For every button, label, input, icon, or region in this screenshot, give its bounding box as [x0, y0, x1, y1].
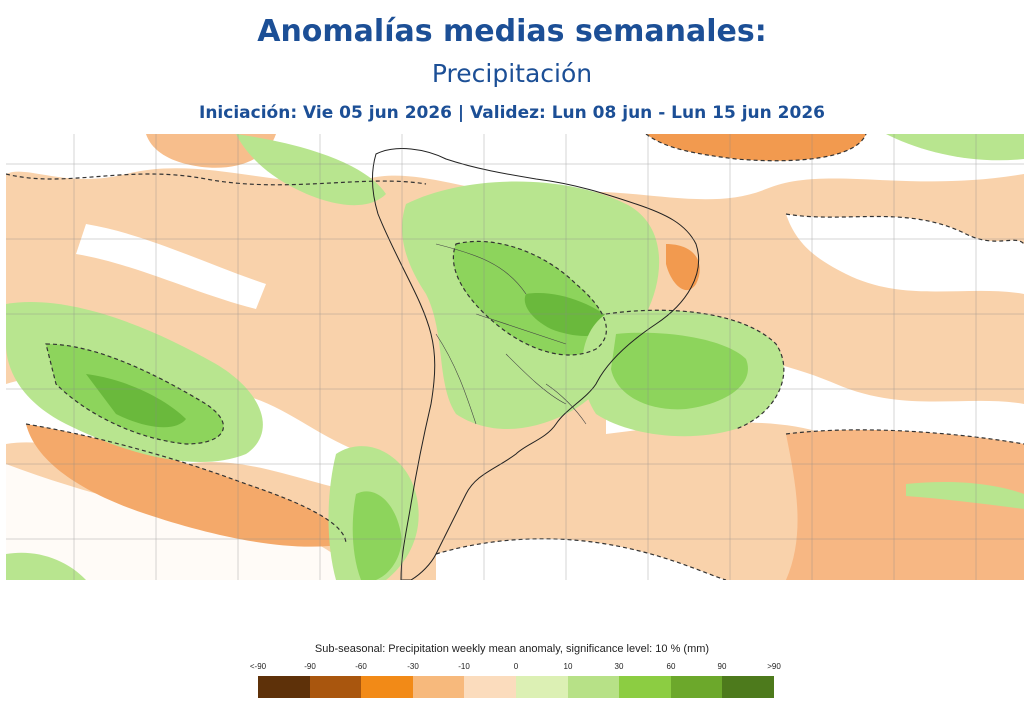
legend-swatch: [670, 676, 723, 698]
precipitation-anomaly-map: [6, 134, 1024, 580]
legend-labels: <-90 -90 -60 -30 -10 0 10 30 60 90 >90: [0, 662, 1024, 674]
legend-label: 90: [717, 662, 727, 671]
legend-label: 30: [614, 662, 624, 671]
legend-title: Sub-seasonal: Precipitation weekly mean …: [314, 643, 710, 655]
legend-swatch: [515, 676, 568, 698]
legend-swatch: [464, 676, 516, 698]
legend-color-bar: [258, 676, 774, 698]
legend-label: 60: [666, 662, 676, 671]
validity-dates: Iniciación: Vie 05 jun 2026 | Validez: L…: [199, 103, 825, 123]
legend-swatch: [567, 676, 620, 698]
legend-label: >90: [767, 662, 781, 671]
country-borders: [435, 243, 587, 425]
legend-label: -30: [407, 662, 419, 671]
legend-label: 10: [563, 662, 573, 671]
map-subtitle: Precipitación: [431, 59, 593, 88]
map-title: Anomalías medias semanales:: [257, 14, 767, 49]
legend-swatch: [361, 676, 413, 698]
legend-label: -90: [304, 662, 316, 671]
legend-label: -60: [355, 662, 367, 671]
map-grid: [6, 134, 1024, 580]
dry-anomaly-areas: [26, 134, 1024, 580]
significance-contours: [6, 134, 1024, 580]
legend-swatch: [309, 676, 362, 698]
legend-swatch: [722, 676, 774, 698]
wet-anomaly-areas: [6, 134, 1024, 580]
legend-label: <-90: [249, 662, 267, 671]
legend-label: -10: [458, 662, 470, 671]
legend-swatch: [412, 676, 465, 698]
legend-label: 0: [513, 662, 519, 671]
legend-swatch: [258, 676, 310, 698]
south-america-outline: [371, 148, 700, 580]
legend-swatch: [619, 676, 671, 698]
